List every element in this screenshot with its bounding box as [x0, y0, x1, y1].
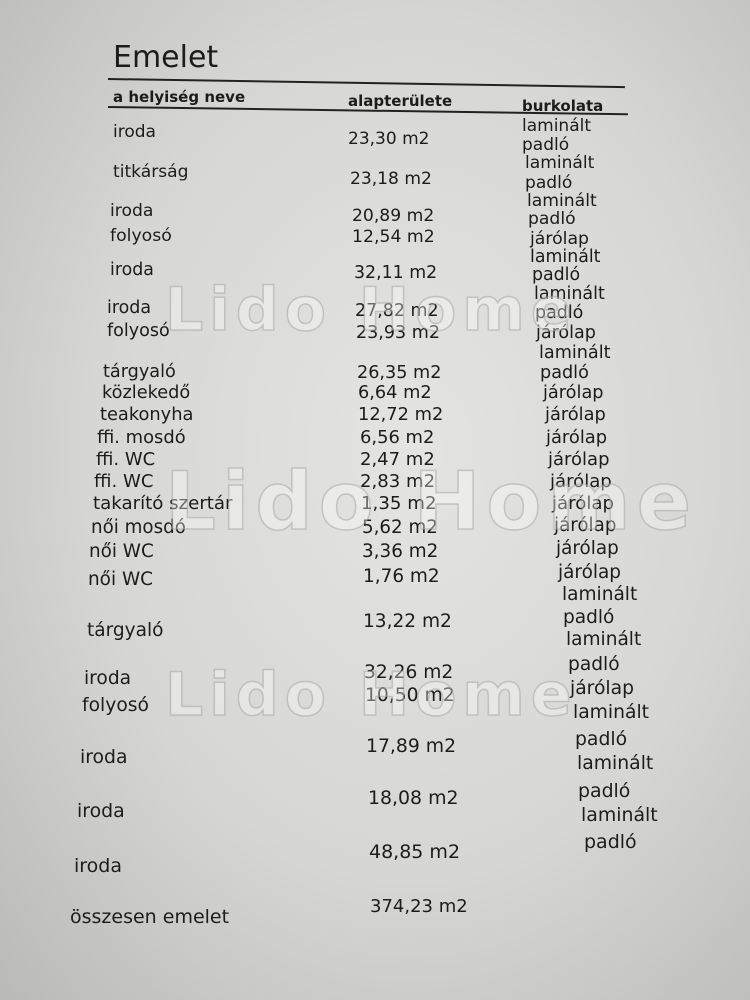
room-name: tárgyaló — [103, 362, 176, 382]
room-area: 23,18 m2 — [350, 169, 432, 189]
room-name: folyosó — [107, 321, 170, 341]
title-rule — [107, 78, 625, 89]
room-finish: járólap — [554, 515, 617, 536]
room-finish: padló — [568, 654, 620, 675]
room-finish: laminált — [562, 584, 638, 605]
room-finish: padló — [532, 265, 581, 285]
room-area: 48,85 m2 — [369, 841, 461, 863]
room-area: 12,72 m2 — [358, 404, 444, 425]
room-finish: padló — [528, 209, 576, 229]
room-name: iroda — [74, 855, 123, 877]
header-area: alapterülete — [348, 92, 453, 110]
room-area: 23,30 m2 — [348, 129, 430, 149]
room-area: 32,26 m2 — [364, 662, 454, 683]
room-name: iroda — [110, 260, 154, 280]
room-area: 18,08 m2 — [368, 787, 459, 809]
room-area: 6,64 m2 — [358, 383, 432, 403]
room-area: 23,93 m2 — [356, 323, 440, 343]
room-name: női mosdó — [91, 517, 186, 538]
room-area: 17,89 m2 — [366, 736, 457, 757]
header-name: a helyiség neve — [113, 88, 246, 106]
room-area: 5,62 m2 — [362, 517, 438, 538]
room-area: 32,11 m2 — [354, 263, 438, 283]
room-area: 1,76 m2 — [363, 566, 440, 587]
room-name: folyosó — [110, 226, 172, 246]
room-area: 3,36 m2 — [362, 541, 439, 562]
room-finish: padló — [563, 607, 615, 628]
room-name: iroda — [107, 298, 152, 318]
watermark: Lido Home — [164, 659, 578, 731]
room-area: 13,22 m2 — [363, 611, 452, 632]
room-name: női WC — [88, 569, 154, 590]
header-finish: burkolata — [522, 97, 604, 115]
room-finish: járólap — [543, 383, 604, 403]
room-finish: járólap — [570, 678, 634, 699]
total-label: összesen emelet — [70, 906, 230, 928]
room-name: iroda — [113, 122, 156, 142]
room-finish: laminált — [566, 629, 642, 650]
room-finish: padló — [578, 780, 631, 802]
room-finish: járólap — [550, 471, 612, 492]
room-area: 12,54 m2 — [352, 227, 435, 247]
room-finish: laminált — [530, 247, 601, 267]
room-finish: padló — [525, 173, 573, 193]
room-finish: járólap — [556, 538, 619, 559]
room-name: tárgyaló — [87, 620, 164, 641]
room-finish: laminált — [527, 191, 597, 211]
room-name: női WC — [89, 541, 154, 562]
room-name: közlekedő — [102, 383, 191, 403]
room-finish: padló — [575, 729, 628, 750]
room-name: teakonyha — [100, 404, 194, 425]
room-area: 2,83 m2 — [360, 471, 436, 492]
room-name: iroda — [110, 201, 154, 221]
room-name: iroda — [84, 668, 132, 689]
room-finish: padló — [584, 831, 637, 853]
room-finish: járólap — [530, 229, 589, 249]
room-finish: járólap — [558, 562, 622, 583]
room-finish: laminált — [525, 153, 595, 173]
room-finish: járólap — [546, 427, 608, 448]
room-name: ffi. mosdó — [97, 427, 186, 448]
room-name: folyosó — [82, 695, 149, 716]
room-finish: padló — [522, 135, 570, 155]
room-finish: laminált — [534, 284, 605, 304]
page-title: Emelet — [113, 40, 219, 75]
room-finish: járólap — [548, 449, 610, 470]
room-finish: laminált — [577, 753, 654, 774]
room-finish: laminált — [581, 804, 658, 826]
room-finish: laminált — [522, 116, 592, 136]
room-area: 2,47 m2 — [360, 449, 435, 470]
room-area: 10,50 m2 — [365, 685, 455, 706]
watermark: Lido Home — [164, 454, 698, 549]
room-area: 27,82 m2 — [355, 301, 439, 321]
room-name: ffi. WC — [94, 471, 154, 492]
room-area: 6,56 m2 — [360, 427, 435, 448]
room-finish: járólap — [536, 323, 596, 343]
room-name: iroda — [80, 747, 128, 768]
room-name: ffi. WC — [96, 449, 156, 470]
room-finish: padló — [540, 363, 589, 383]
room-name: takarító szertár — [93, 493, 233, 514]
room-area: 26,35 m2 — [357, 363, 442, 383]
room-area: 1,35 m2 — [361, 493, 437, 514]
room-name: titkárság — [113, 162, 189, 182]
room-area: 20,89 m2 — [352, 206, 435, 226]
room-name: iroda — [77, 800, 125, 822]
room-finish: járólap — [552, 493, 615, 514]
room-finish: laminált — [539, 343, 611, 363]
watermark: Lido Home — [164, 274, 578, 346]
total-area: 374,23 m2 — [370, 896, 468, 917]
room-finish: padló — [535, 303, 584, 323]
room-finish: járólap — [545, 404, 606, 425]
room-finish: laminált — [573, 702, 649, 723]
